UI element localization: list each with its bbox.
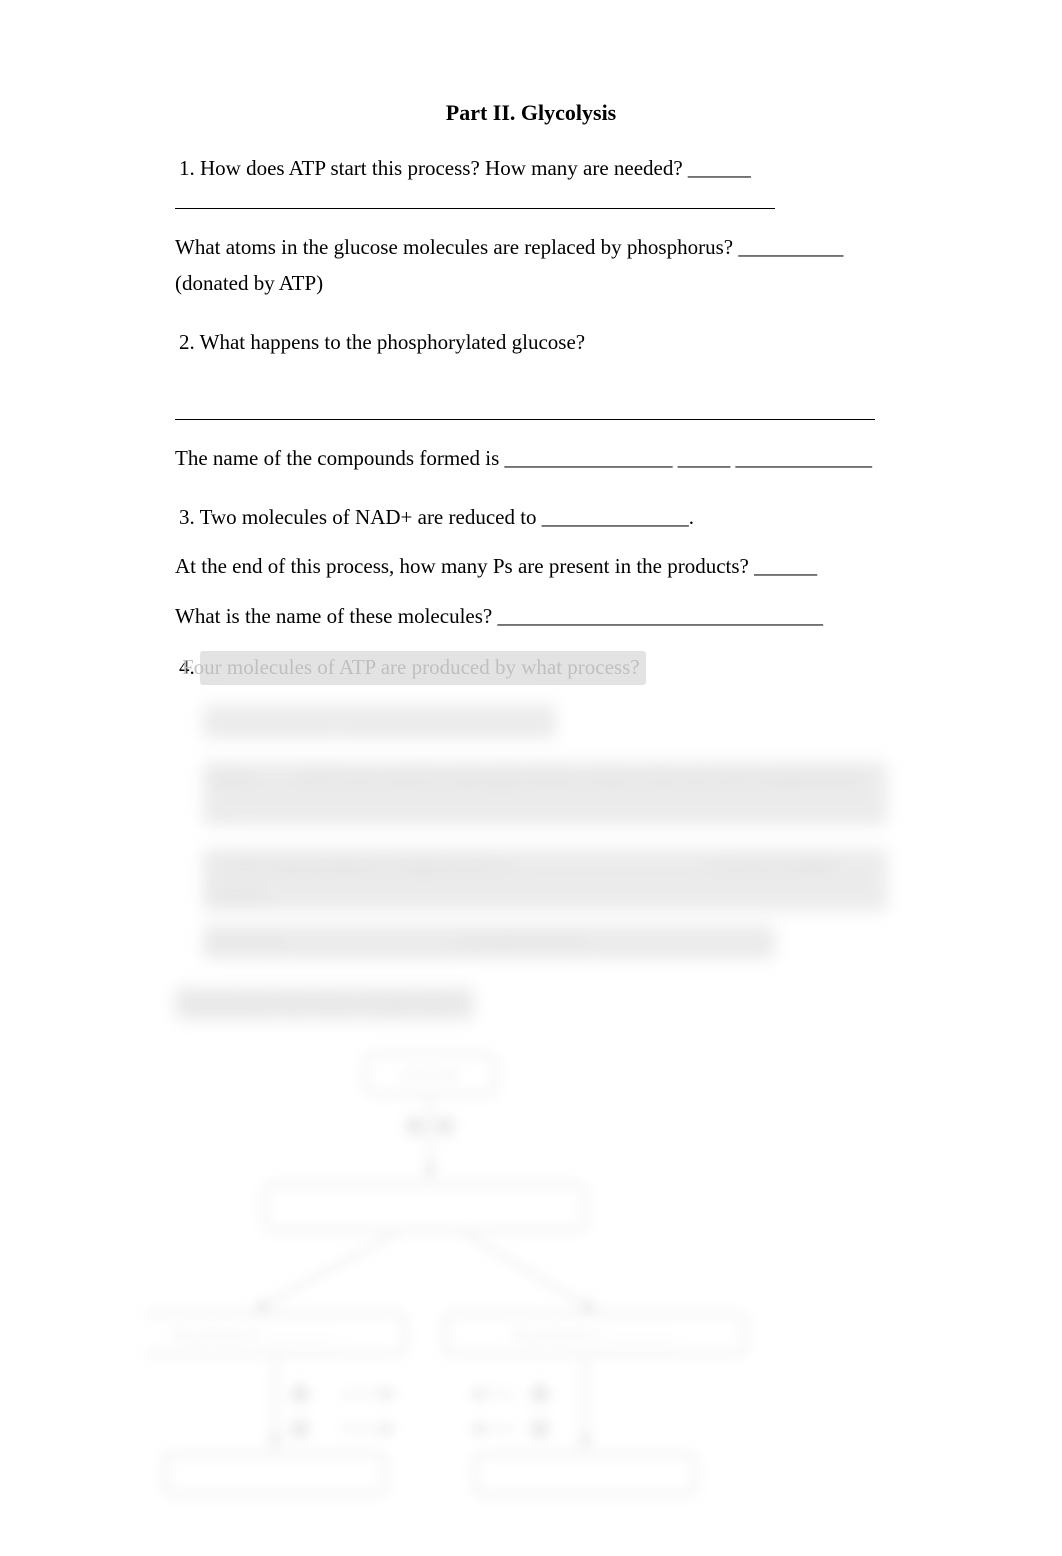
svg-text:One molecule of ____________: One molecule of ____________ [511, 1327, 679, 1342]
page-title: Part II. Glycolysis [175, 100, 887, 126]
q2b: The name of the compounds formed is ____… [175, 444, 887, 473]
q1-num: 1. [179, 156, 195, 180]
svg-text:One molecule of ____________: One molecule of ____________ [171, 1327, 339, 1342]
bl4: down by ________________ (aerobic) or by… [203, 925, 775, 958]
q2: 2. What happens to the phosphorylated gl… [175, 328, 887, 357]
q2-underline [175, 400, 875, 420]
q4-text-blurred: Four molecules of ATP are produced by wh… [200, 651, 646, 684]
q2-text: What happens to the phosphorylated gluco… [200, 330, 585, 354]
bl1: ____________ ____________________ [203, 705, 556, 738]
blurred-text-region: ____________ ____________________ Since … [175, 705, 887, 1035]
bl3: 5. The final products of glycolysis ( __… [203, 849, 887, 912]
bl5: Summarize the steps of glycolysis [175, 987, 474, 1020]
q3: 3. Two molecules of NAD+ are reduced to … [175, 503, 887, 532]
q2-num: 2. [179, 330, 195, 354]
bl2: Since ___ ATP were used to start glycoly… [203, 762, 887, 825]
q3-text: Two molecules of NAD+ are reduced to ___… [200, 505, 694, 529]
svg-text:GLUCOSE: GLUCOSE [400, 1067, 460, 1082]
q1-underline [175, 189, 775, 209]
q1: 1. How does ATP start this process? How … [175, 154, 887, 183]
q3-num: 3. [179, 505, 195, 529]
q1b-line2: (donated by ATP) [175, 269, 887, 298]
q1-text: How does ATP start this process? How man… [200, 156, 751, 180]
q4: 4. Four molecules of ATP are produced by… [175, 651, 887, 698]
flowchart-diagram: GLUCOSEOne molecule of ____________One m… [175, 1044, 887, 1519]
q3c: What is the name of these molecules? ___… [175, 602, 887, 631]
q1b-line1: What atoms in the glucose molecules are … [175, 233, 887, 262]
q3b: At the end of this process, how many Ps … [175, 552, 887, 581]
